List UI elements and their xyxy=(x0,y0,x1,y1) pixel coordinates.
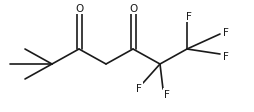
Text: O: O xyxy=(129,4,137,14)
Text: F: F xyxy=(223,28,229,38)
Text: F: F xyxy=(186,12,192,22)
Text: F: F xyxy=(164,89,170,99)
Text: O: O xyxy=(75,4,83,14)
Text: F: F xyxy=(223,52,229,61)
Text: F: F xyxy=(136,83,142,93)
